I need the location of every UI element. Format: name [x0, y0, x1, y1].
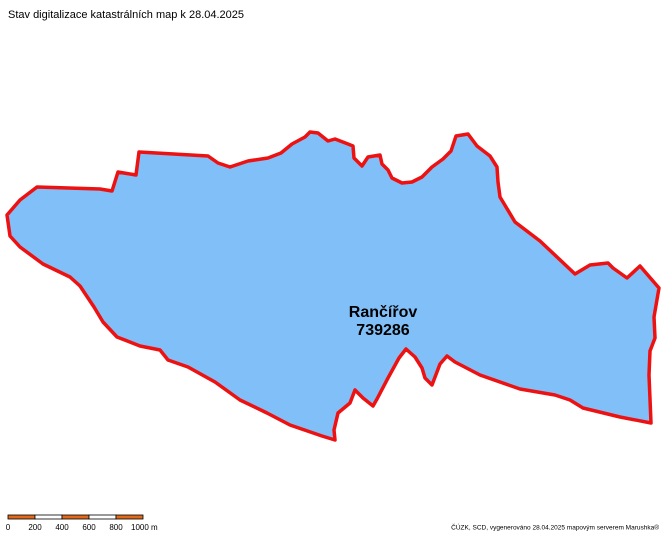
- scale-label: 400: [55, 523, 69, 532]
- scale-label: 200: [28, 523, 42, 532]
- scale-bar: [7, 514, 144, 520]
- scale-segment: [115, 514, 144, 520]
- scale-label: 600: [82, 523, 96, 532]
- scale-label: 1000 m: [131, 523, 158, 532]
- cadastral-area: [5, 130, 661, 442]
- area-name: Rančířov: [349, 304, 418, 321]
- scale-segment: [34, 514, 63, 520]
- scale-segment: [7, 514, 36, 520]
- map-title: Stav digitalizace katastrálních map k 28…: [8, 9, 244, 21]
- scale-label: 0: [6, 523, 11, 532]
- scale-segment: [88, 514, 117, 520]
- area-code: 739286: [356, 322, 409, 339]
- scale-segment: [61, 514, 90, 520]
- credit: ČÚZK, SCD, vygenerováno 28.04.2025 mapov…: [451, 523, 659, 532]
- scale-label: 800: [109, 523, 123, 532]
